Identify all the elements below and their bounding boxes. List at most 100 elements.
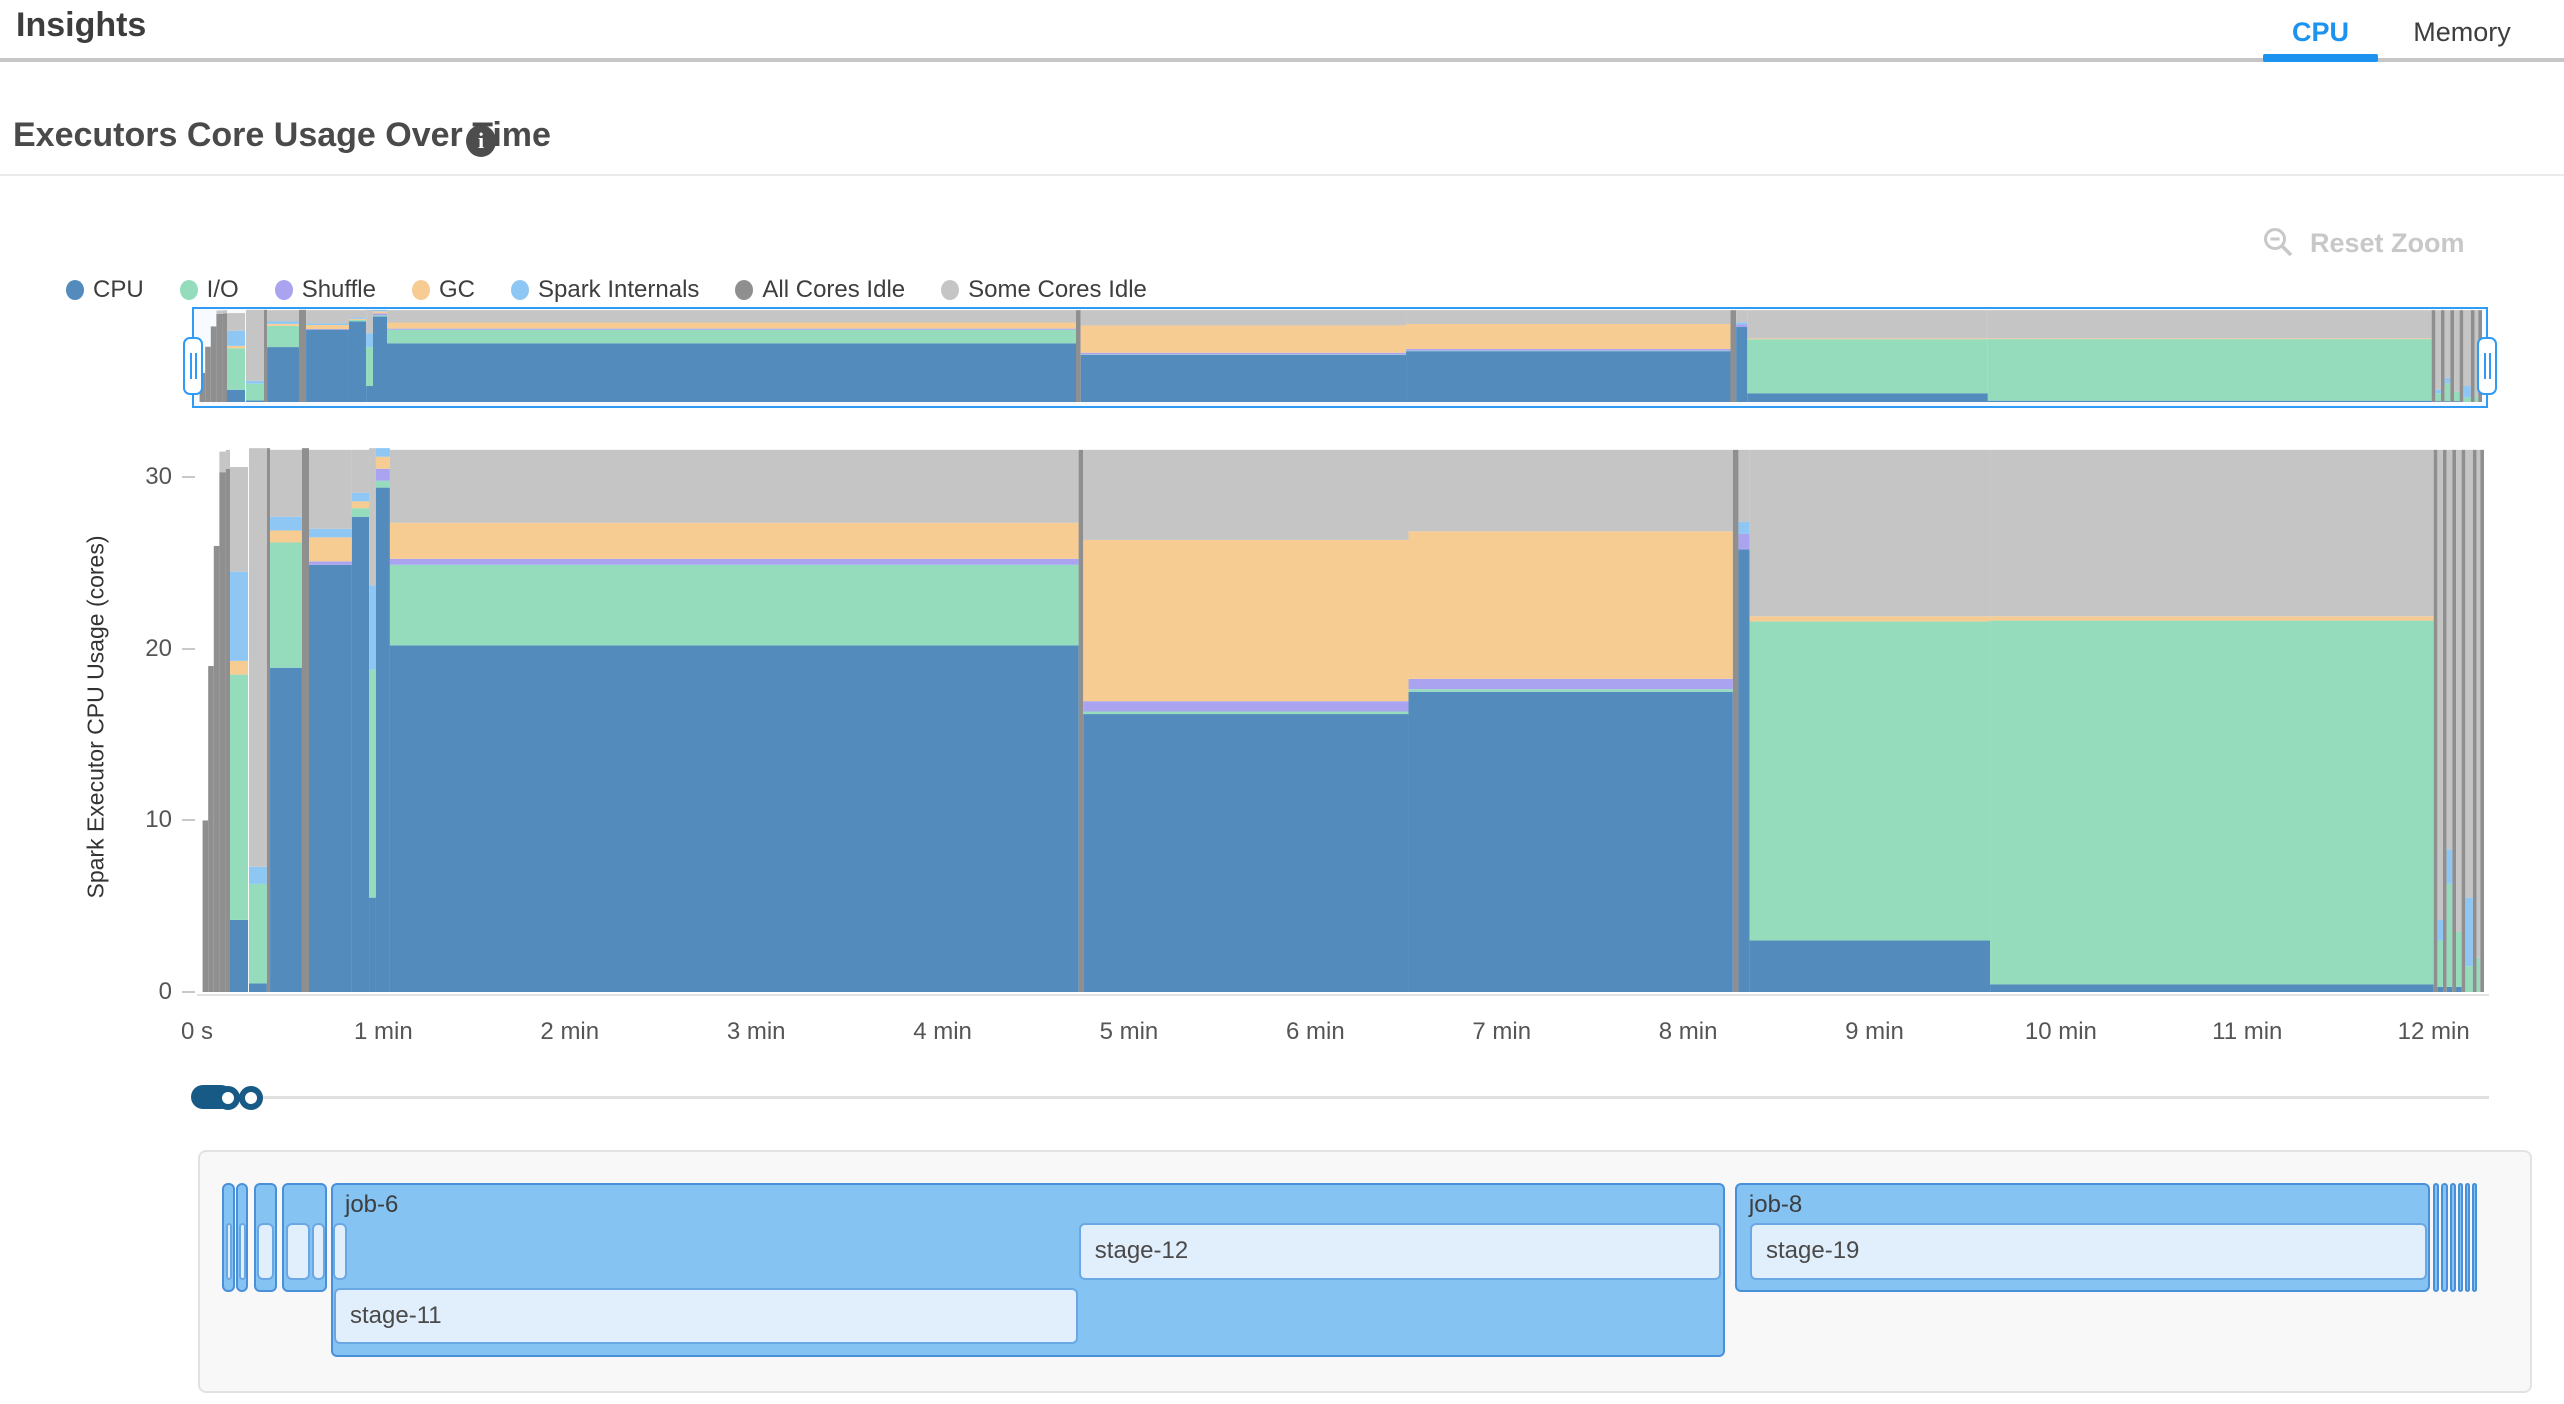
stage-bar[interactable] xyxy=(257,1223,274,1280)
area-gc xyxy=(1406,323,1731,349)
area-shuffle xyxy=(1080,352,1407,355)
legend-dot-icon xyxy=(510,280,529,300)
area-some_idle xyxy=(1083,449,1409,540)
area-cpu xyxy=(270,667,302,992)
area-internals xyxy=(369,585,376,670)
brush-handle-right[interactable] xyxy=(2477,337,2497,395)
area-all_idle xyxy=(1078,449,1084,992)
area-cpu xyxy=(2456,986,2462,992)
x-tick-label: 10 min xyxy=(2024,1018,2097,1045)
area-cpu xyxy=(1987,400,2432,402)
area-io xyxy=(270,542,302,668)
slider-ring-icon[interactable] xyxy=(239,1086,263,1110)
area-shuffle xyxy=(387,328,1077,330)
cpu-usage-chart[interactable] xyxy=(197,443,2484,992)
area-some_idle xyxy=(389,449,1079,523)
stage-bar[interactable] xyxy=(226,1223,233,1280)
stage-bar[interactable] xyxy=(285,1223,310,1280)
job-bar[interactable] xyxy=(2457,1183,2463,1292)
stage-bar-stage-19[interactable]: stage-19 xyxy=(1749,1223,2427,1280)
area-io xyxy=(373,315,387,317)
area-io xyxy=(2474,396,2479,402)
stage-label: stage-11 xyxy=(349,1302,442,1329)
timeline-slider-track[interactable] xyxy=(197,1096,2489,1099)
job-bar[interactable] xyxy=(2449,1183,2456,1292)
area-some_idle xyxy=(1749,449,1991,617)
info-icon[interactable]: i xyxy=(466,125,496,157)
x-tick-label: 6 min xyxy=(1285,1018,1345,1045)
y-tick-mark xyxy=(182,819,195,822)
area-all_idle xyxy=(2452,449,2457,992)
area-all_idle xyxy=(1732,449,1739,992)
area-shuffle xyxy=(389,558,1079,565)
area-all_idle xyxy=(266,448,271,992)
job-bar[interactable] xyxy=(2464,1183,2470,1292)
legend-item-i-o[interactable]: I/O xyxy=(179,276,239,304)
area-all_idle xyxy=(2433,449,2438,992)
area-cpu xyxy=(369,897,376,992)
reset-zoom-button[interactable]: Reset Zoom xyxy=(2262,226,2465,260)
area-io xyxy=(1749,621,1991,941)
area-shuffle xyxy=(375,468,390,481)
area-cpu xyxy=(1083,714,1409,992)
x-tick-label: 1 min xyxy=(354,1018,413,1045)
area-internals xyxy=(246,380,264,384)
area-internals xyxy=(229,571,249,661)
area-all_idle xyxy=(1730,310,1737,402)
area-gc xyxy=(351,501,370,509)
area-some_idle xyxy=(227,313,246,331)
area-cpu xyxy=(2446,986,2453,992)
legend-item-shuffle[interactable]: Shuffle xyxy=(274,276,376,304)
area-some_idle xyxy=(2437,449,2443,920)
tab-memory[interactable]: Memory xyxy=(2413,16,2511,47)
area-all_idle xyxy=(213,545,220,992)
area-cpu xyxy=(348,321,367,402)
stage-bar[interactable] xyxy=(333,1223,348,1280)
legend-item-spark-internals[interactable]: Spark Internals xyxy=(510,276,699,304)
job-bar[interactable] xyxy=(2440,1183,2448,1292)
area-io xyxy=(1747,339,1988,394)
area-all_idle xyxy=(210,326,217,402)
area-all_idle xyxy=(2470,310,2475,402)
legend-dot-icon xyxy=(941,280,960,300)
legend-label: CPU xyxy=(93,276,144,303)
job-bar[interactable] xyxy=(2471,1183,2477,1292)
area-gc xyxy=(387,322,1077,329)
area-all_idle xyxy=(2459,310,2464,402)
y-tick-label: 10 xyxy=(145,806,172,834)
area-io xyxy=(1990,620,2434,985)
y-tick-mark xyxy=(182,476,195,479)
job-bar[interactable] xyxy=(2432,1183,2439,1292)
area-cpu xyxy=(1408,691,1733,992)
overview-brush-chart[interactable] xyxy=(183,307,2497,408)
area-some_idle xyxy=(351,449,370,493)
slider-ring-icon[interactable] xyxy=(216,1086,240,1110)
x-tick-label: 9 min xyxy=(1845,1018,1904,1045)
tab-cpu[interactable]: CPU xyxy=(2291,16,2349,47)
area-io xyxy=(229,674,249,920)
area-all_idle xyxy=(208,666,214,992)
area-some_idle xyxy=(309,449,352,529)
area-cpu xyxy=(2454,401,2460,402)
area-some_idle xyxy=(2444,310,2451,378)
area-some_idle xyxy=(2446,449,2453,850)
job-label: job-8 xyxy=(1748,1191,1803,1218)
stage-bar-stage-12[interactable]: stage-12 xyxy=(1078,1223,1722,1280)
legend-item-some-cores-idle[interactable]: Some Cores Idle xyxy=(941,276,1147,304)
legend-dot-icon xyxy=(66,280,84,300)
area-internals xyxy=(1736,322,1748,325)
job-label: job-6 xyxy=(345,1191,399,1218)
area-cpu xyxy=(387,343,1077,402)
legend-item-cpu[interactable]: CPU xyxy=(66,276,144,304)
stage-bar[interactable] xyxy=(238,1223,247,1280)
stage-bar[interactable] xyxy=(312,1223,326,1280)
chart-legend: CPU I/O Shuffle GC Spark Internals All Cores … xyxy=(66,276,1147,304)
stage-bar-stage-11[interactable]: stage-11 xyxy=(333,1288,1078,1344)
page-title: Insights xyxy=(16,6,147,44)
area-gc xyxy=(306,324,349,330)
area-some_idle xyxy=(216,310,223,314)
area-gc xyxy=(309,537,352,562)
legend-item-all-cores-idle[interactable]: All Cores Idle xyxy=(735,276,905,304)
brush-handle-left[interactable] xyxy=(183,337,203,395)
legend-item-gc[interactable]: GC xyxy=(411,276,475,304)
